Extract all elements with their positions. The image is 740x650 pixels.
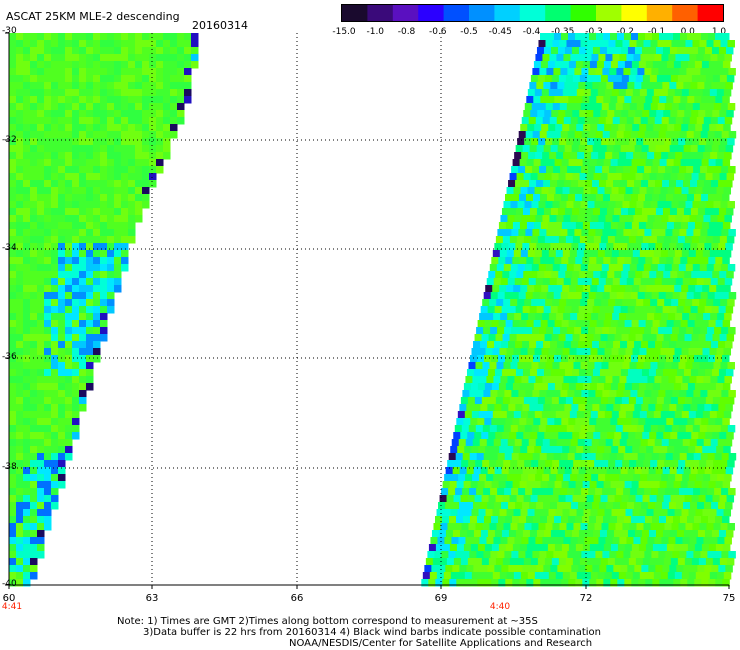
lat-label: -40 xyxy=(2,579,17,589)
lon-label: 60 xyxy=(2,593,16,604)
colorbar-label: -15.0 xyxy=(332,27,356,37)
note-line-1: Note: 1) Times are GMT 2)Times along bot… xyxy=(117,616,538,627)
colorbar-segment xyxy=(545,5,572,21)
colorbar-segment xyxy=(367,5,394,21)
map-frame xyxy=(5,32,730,589)
colorbar-segment xyxy=(646,5,673,21)
colorbar-label: -0.1 xyxy=(647,27,666,37)
colorbar-label: -0.45 xyxy=(488,27,512,37)
pass-time-right: 4:40 xyxy=(489,602,511,612)
scatterometer-map xyxy=(5,32,737,589)
lon-label: 63 xyxy=(145,593,159,604)
colorbar-segment xyxy=(519,5,546,21)
lat-label: -36 xyxy=(2,352,17,362)
swath-left xyxy=(9,33,199,587)
colorbar-label: 1.0 xyxy=(711,27,727,37)
map-title: ASCAT 25KM MLE-2 descending xyxy=(6,10,180,23)
colorbar-segment xyxy=(494,5,521,21)
colorbar-label: -0.5 xyxy=(460,27,478,37)
colorbar xyxy=(341,4,724,22)
lon-label: 66 xyxy=(290,593,304,604)
colorbar-label: -0.4 xyxy=(522,27,541,37)
map-date: 20160314 xyxy=(192,19,248,32)
graticule xyxy=(9,33,729,585)
lat-label: -38 xyxy=(2,462,17,472)
colorbar-label: -0.35 xyxy=(551,27,575,37)
colorbar-label: -1.0 xyxy=(366,27,385,37)
colorbar-label: -0.3 xyxy=(585,27,603,37)
colorbar-label: -0.8 xyxy=(397,27,416,37)
colorbar-segment xyxy=(697,5,723,21)
colorbar-segment xyxy=(418,5,445,21)
colorbar-segment xyxy=(570,5,597,21)
note-line-3: NOAA/NESDIS/Center for Satellite Applica… xyxy=(289,638,593,649)
lat-label: -30 xyxy=(2,26,17,36)
colorbar-label: -0.6 xyxy=(428,27,447,37)
colorbar-segment xyxy=(342,5,368,21)
colorbar-segment xyxy=(469,5,495,21)
colorbar-segment xyxy=(443,5,470,21)
lon-label: 69 xyxy=(434,593,448,604)
colorbar-segment xyxy=(672,5,699,21)
lon-label: 72 xyxy=(579,593,593,604)
colorbar-segment xyxy=(621,5,648,21)
colorbar-label: -0.2 xyxy=(616,27,635,37)
lon-label: 75 xyxy=(722,593,736,604)
lat-label: -34 xyxy=(2,243,17,253)
swath-right xyxy=(421,33,737,587)
colorbar-segment xyxy=(392,5,419,21)
colorbar-label: 0.0 xyxy=(680,27,695,37)
note-line-2: 3)Data buffer is 22 hrs from 20160314 4)… xyxy=(143,627,601,638)
pass-time-left: 4:41 xyxy=(1,602,23,612)
colorbar-segment xyxy=(596,5,622,21)
lat-label: -32 xyxy=(2,135,17,145)
